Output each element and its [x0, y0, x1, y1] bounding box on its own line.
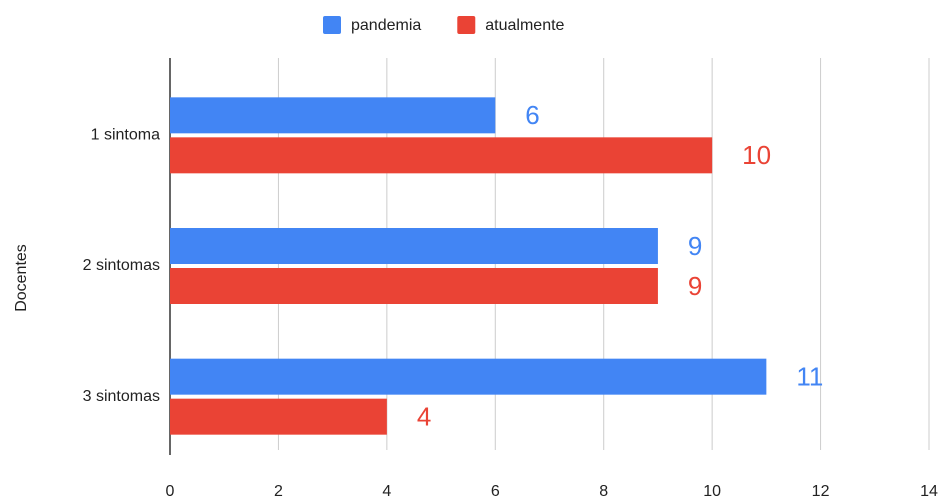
x-tick-label: 14 — [920, 483, 938, 500]
x-tick-label: 6 — [491, 483, 500, 500]
legend-swatch — [457, 16, 476, 34]
bar — [170, 97, 496, 134]
bar — [170, 137, 713, 174]
x-tick-label: 4 — [382, 483, 391, 500]
data-label: 9 — [688, 231, 702, 261]
x-tick-label: 8 — [599, 483, 608, 500]
x-tick-label: 12 — [812, 483, 830, 500]
x-tick-label: 10 — [703, 483, 721, 500]
legend-label: pandemia — [351, 17, 421, 34]
bar — [170, 268, 658, 304]
y-tick-label: 1 sintoma — [91, 127, 160, 144]
y-tick-label: 2 sintomas — [83, 257, 160, 274]
data-label: 9 — [688, 271, 702, 301]
data-label: 11 — [796, 362, 823, 392]
x-tick-label: 2 — [274, 483, 283, 500]
bar — [170, 398, 387, 435]
data-label: 10 — [742, 140, 771, 170]
y-tick-label: 3 sintomas — [83, 388, 160, 405]
data-label: 6 — [525, 100, 539, 130]
data-label: 4 — [417, 402, 431, 432]
y-axis-label: Docentes — [13, 244, 30, 312]
x-tick-label: 0 — [166, 483, 175, 500]
bar — [170, 358, 767, 395]
legend-label: atualmente — [485, 17, 564, 34]
legend-swatch — [323, 16, 341, 34]
bar — [170, 228, 658, 264]
